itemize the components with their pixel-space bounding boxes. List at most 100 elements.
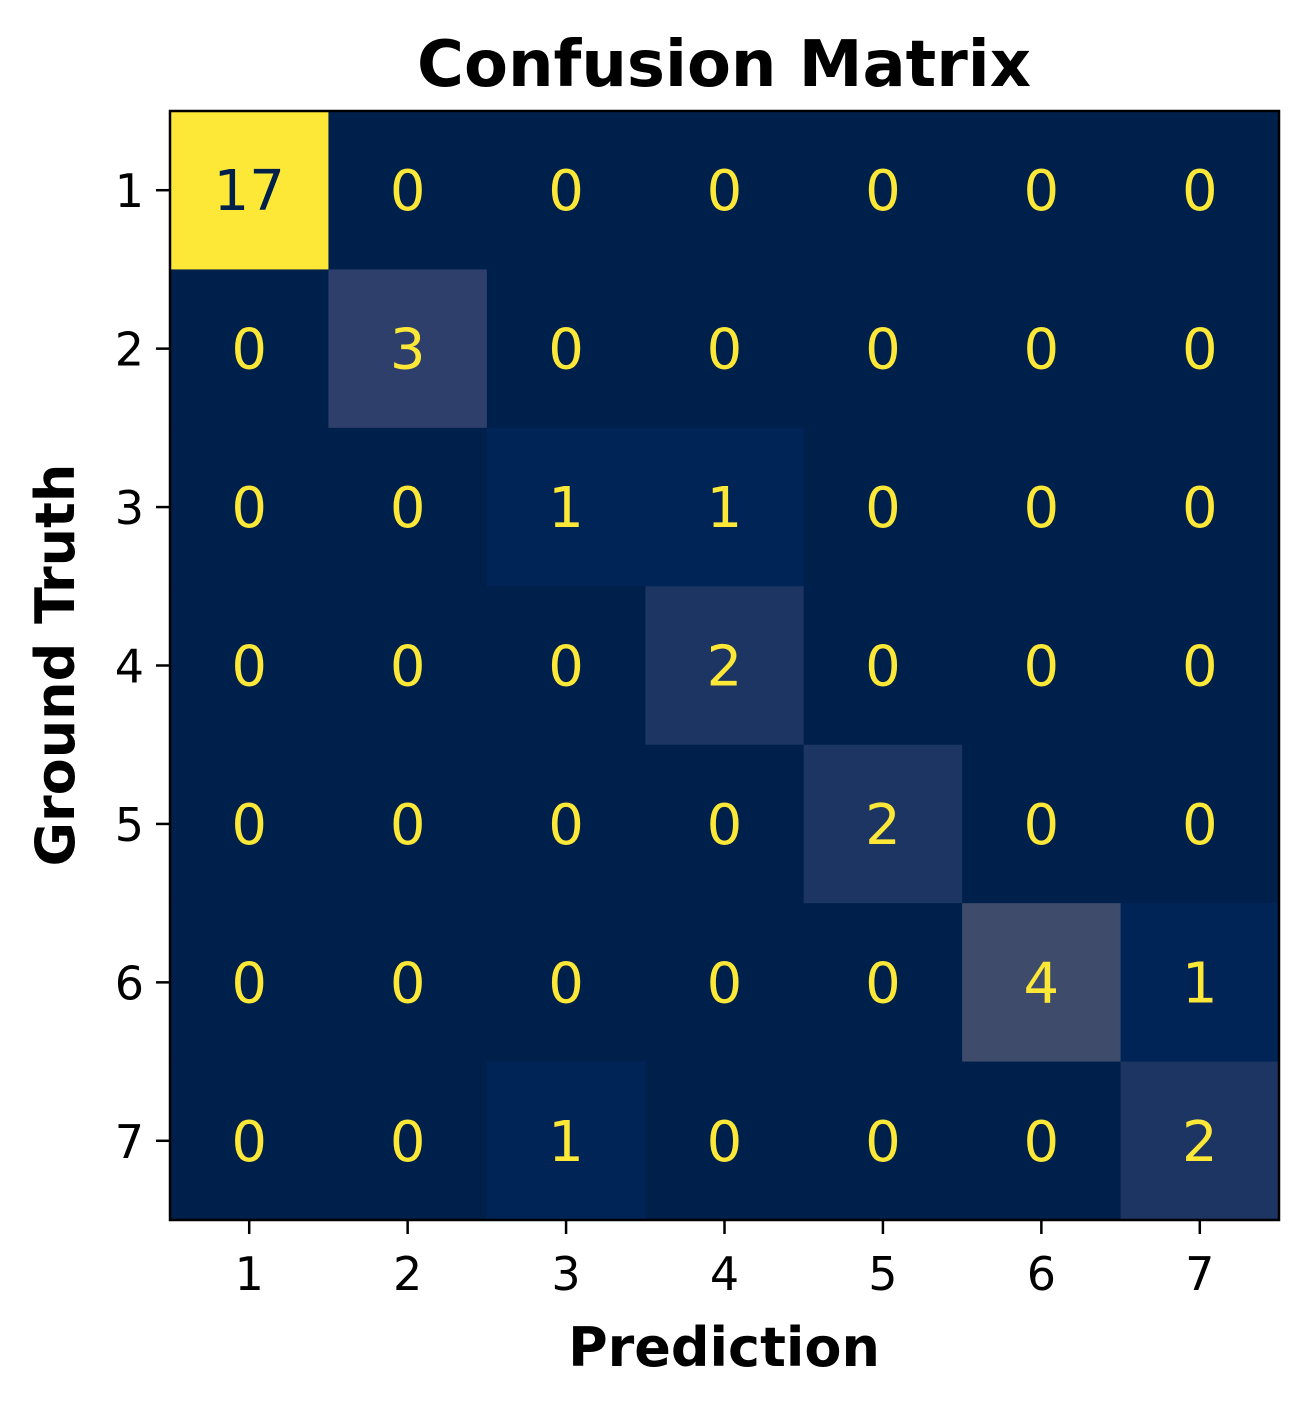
heatmap-cell-value-r6-c6: 4: [1024, 951, 1060, 1016]
heatmap-cell-r6-c5: [803, 903, 963, 1063]
heatmap-cell-value-r7-c2: 0: [390, 1110, 426, 1175]
x-axis-label: Prediction: [568, 1316, 880, 1379]
heatmap-cell-r1-c7: [1120, 111, 1280, 271]
heatmap-cell-value-r3-c1: 0: [231, 476, 267, 541]
x-tick-label: 1: [235, 1247, 264, 1301]
heatmap-cell-value-r7-c4: 0: [707, 1110, 743, 1175]
heatmap-cell-r5-c4: [645, 744, 805, 904]
heatmap-cell-r2-c1: [170, 269, 330, 429]
heatmap-cell-value-r1-c6: 0: [1024, 159, 1060, 224]
heatmap-cell-r5-c1: [170, 744, 330, 904]
heatmap-cell-value-r4-c6: 0: [1024, 635, 1060, 700]
heatmap-cell-value-r2-c3: 0: [548, 318, 584, 383]
heatmap-cell-value-r6-c2: 0: [390, 951, 426, 1016]
heatmap-cell-value-r5-c6: 0: [1024, 793, 1060, 858]
heatmap-cell-r5-c5: [803, 744, 963, 904]
heatmap-cell-value-r6-c7: 1: [1182, 951, 1218, 1016]
heatmap-cell-r4-c2: [328, 586, 488, 746]
heatmap-cell-value-r1-c2: 0: [390, 159, 426, 224]
heatmap-cell-r2-c7: [1120, 269, 1280, 429]
heatmap-cell-value-r6-c3: 0: [548, 951, 584, 1016]
heatmap-cell-labels: 17 0 0 0 0 0 0 0 3 0 0 0 0 0 0 0 1 1 0 0 0 0 0 0 2 0 0 0 0 0 0 0 2 0 0 0 0 0 0…: [214, 159, 1218, 1175]
heatmap-cell-r5-c2: [328, 744, 488, 904]
heatmap-cell-value-r5-c2: 0: [390, 793, 426, 858]
heatmap-cell-r4-c3: [486, 586, 646, 746]
heatmap-cell-value-r5-c5: 2: [865, 793, 901, 858]
heatmap-cell-value-r2-c2: 3: [390, 318, 426, 383]
heatmap-cell-value-r7-c6: 0: [1024, 1110, 1060, 1175]
heatmap-cell-r7-c7: [1120, 1061, 1280, 1221]
heatmap-cell-value-r2-c5: 0: [865, 318, 901, 383]
heatmap-cell-r7-c6: [962, 1061, 1122, 1221]
heatmap-cell-r3-c5: [803, 427, 963, 587]
heatmap-cell-value-r4-c2: 0: [390, 635, 426, 700]
x-tick-label: 5: [868, 1247, 897, 1301]
heatmap-cell-r1-c6: [962, 111, 1122, 271]
heatmap-cell-r2-c6: [962, 269, 1122, 429]
x-tick-label: 4: [710, 1247, 739, 1301]
heatmap-cell-value-r1-c5: 0: [865, 159, 901, 224]
heatmap-cell-r2-c2: [328, 269, 488, 429]
heatmap-cell-r4-c7: [1120, 586, 1280, 746]
heatmap-cell-value-r1-c3: 0: [548, 159, 584, 224]
x-tick-label: 3: [551, 1247, 580, 1301]
heatmap-cell-r4-c5: [803, 586, 963, 746]
heatmap-cell-value-r3-c4: 1: [707, 476, 743, 541]
heatmap-cell-value-r5-c4: 0: [707, 793, 743, 858]
heatmap-cell-r7-c1: [170, 1061, 330, 1221]
y-tick-label: 5: [115, 798, 144, 852]
y-tick-label: 6: [115, 956, 144, 1010]
heatmap-cell-r2-c4: [645, 269, 805, 429]
heatmap-cell-r1-c1: [170, 111, 330, 271]
chart-title: Confusion Matrix: [417, 28, 1031, 102]
heatmap-cell-value-r1-c1: 17: [214, 159, 285, 224]
heatmap-cell-value-r5-c1: 0: [231, 793, 267, 858]
heatmap-cell-value-r3-c2: 0: [390, 476, 426, 541]
heatmap-cell-value-r7-c3: 1: [548, 1110, 584, 1175]
heatmap-cell-r1-c2: [328, 111, 488, 271]
heatmap-cell-r2-c5: [803, 269, 963, 429]
heatmap-cell-value-r6-c4: 0: [707, 951, 743, 1016]
y-tick-label: 7: [115, 1115, 144, 1169]
heatmap-cell-r1-c5: [803, 111, 963, 271]
heatmap-cell-value-r4-c4: 2: [707, 635, 743, 700]
heatmap-cell-value-r4-c5: 0: [865, 635, 901, 700]
heatmap-cell-value-r4-c1: 0: [231, 635, 267, 700]
heatmap-cell-value-r7-c5: 0: [865, 1110, 901, 1175]
heatmap-cell-r3-c3: [486, 427, 646, 587]
heatmap-cell-r6-c3: [486, 903, 646, 1063]
heatmap-cell-value-r3-c3: 1: [548, 476, 584, 541]
heatmap-cell-r4-c1: [170, 586, 330, 746]
heatmap-cell-r5-c3: [486, 744, 646, 904]
heatmap-cell-value-r3-c6: 0: [1024, 476, 1060, 541]
heatmap-cell-r7-c2: [328, 1061, 488, 1221]
heatmap-cell-value-r2-c7: 0: [1182, 318, 1218, 383]
heatmap-cell-r6-c4: [645, 903, 805, 1063]
heatmap-cell-r4-c4: [645, 586, 805, 746]
heatmap-cell-r7-c3: [486, 1061, 646, 1221]
heatmap-cell-value-r1-c4: 0: [707, 159, 743, 224]
heatmap-cell-r5-c7: [1120, 744, 1280, 904]
heatmap-cell-r3-c7: [1120, 427, 1280, 587]
heatmap-cell-value-r6-c5: 0: [865, 951, 901, 1016]
x-tick-label: 6: [1027, 1247, 1056, 1301]
heatmap-cell-r6-c2: [328, 903, 488, 1063]
heatmap-cell-r7-c4: [645, 1061, 805, 1221]
y-tick-label: 2: [115, 323, 144, 377]
heatmap-cell-r4-c6: [962, 586, 1122, 746]
heatmap-cell-value-r7-c7: 2: [1182, 1110, 1218, 1175]
heatmap-cell-r6-c7: [1120, 903, 1280, 1063]
x-tick-label: 7: [1185, 1247, 1214, 1301]
y-tick-label: 3: [115, 481, 144, 535]
heatmap-cell-value-r5-c7: 0: [1182, 793, 1218, 858]
heatmap-cell-value-r6-c1: 0: [231, 951, 267, 1016]
heatmap-cell-value-r2-c1: 0: [231, 318, 267, 383]
heatmap-cell-value-r4-c3: 0: [548, 635, 584, 700]
heatmap-cells: [170, 111, 1280, 1221]
heatmap-cell-r3-c2: [328, 427, 488, 587]
heatmap-cell-value-r7-c1: 0: [231, 1110, 267, 1175]
heatmap-cell-value-r1-c7: 0: [1182, 159, 1218, 224]
y-tick-label: 1: [115, 164, 144, 218]
heatmap-cell-value-r4-c7: 0: [1182, 635, 1218, 700]
